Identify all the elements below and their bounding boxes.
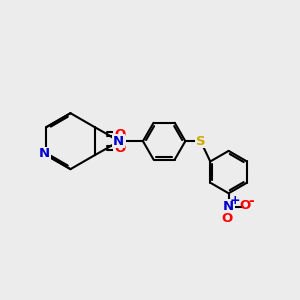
Text: N: N [223,200,234,213]
Text: O: O [239,200,250,212]
Text: S: S [196,135,206,148]
Text: O: O [114,142,125,155]
Text: O: O [221,212,233,225]
Text: O: O [114,128,125,141]
Text: +: + [229,194,240,207]
Text: N: N [113,135,124,148]
Text: N: N [39,147,50,160]
Text: -: - [248,194,254,208]
